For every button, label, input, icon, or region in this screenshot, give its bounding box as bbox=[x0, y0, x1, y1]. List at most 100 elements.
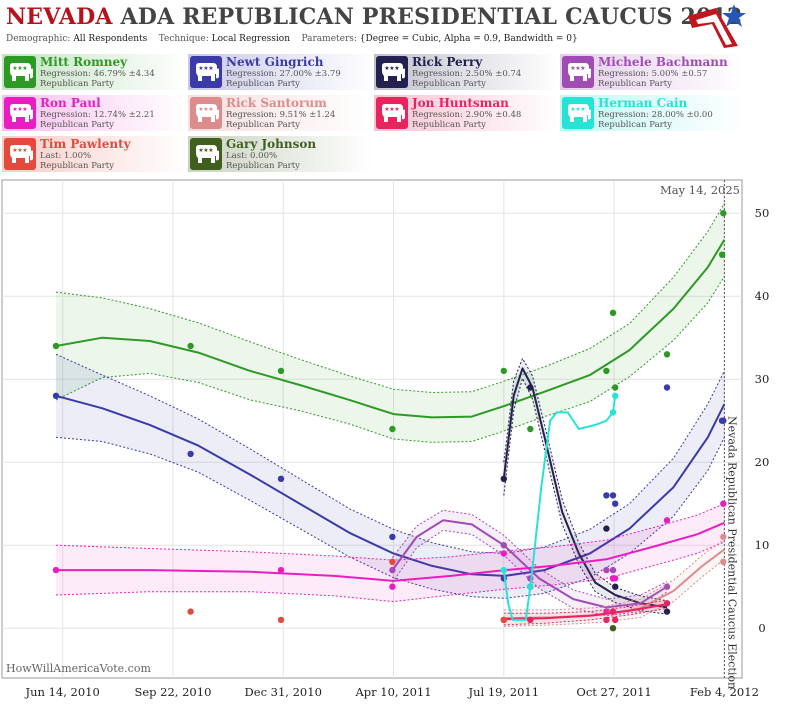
upper-bound-rick-perry bbox=[503, 357, 668, 602]
poll-point-gary-johnson[interactable] bbox=[609, 625, 617, 632]
poll-point-mitt-romney[interactable] bbox=[609, 309, 617, 316]
lower-bound-ron-paul bbox=[55, 541, 725, 603]
poll-point-ron-paul[interactable] bbox=[389, 583, 396, 590]
svg-text:★: ★ bbox=[12, 147, 17, 154]
lower-bound-michele-bachmann bbox=[391, 529, 668, 617]
series-tim-pawlenty bbox=[187, 558, 507, 624]
poll-point-herman-cain[interactable] bbox=[527, 583, 534, 590]
poll-point-rick-perry[interactable] bbox=[500, 475, 507, 482]
poll-point-mitt-romney[interactable] bbox=[52, 342, 60, 350]
svg-text:★: ★ bbox=[384, 65, 389, 72]
trend-line-michele-bachmann[interactable] bbox=[391, 519, 668, 609]
parameters-value[interactable]: {Degree = Cubic, Alpha = 0.9, Bandwidth … bbox=[359, 34, 578, 44]
site-logo[interactable] bbox=[686, 2, 748, 50]
legend-card-herman-cain[interactable]: ★ ★ ★ Herman Cain Regression: 28.00% ±0.00 Re… bbox=[560, 95, 745, 131]
legend-card-michele-bachmann[interactable]: ★ ★ ★ Michele Bachmann Regression: 5.00% ±0.… bbox=[560, 54, 745, 90]
poll-point-newt-gingrich[interactable] bbox=[187, 450, 194, 458]
svg-text:★: ★ bbox=[208, 106, 213, 113]
poll-point-mitt-romney[interactable] bbox=[720, 210, 727, 217]
legend-card-newt-gingrich[interactable]: ★ ★ ★ Newt Gingrich Regression: 27.00% ±3.79… bbox=[188, 54, 373, 90]
poll-point-herman-cain[interactable] bbox=[609, 409, 617, 416]
confidence-band-michele-bachmann bbox=[392, 510, 667, 616]
site-credit[interactable]: HowWillAmericaVote.com bbox=[6, 662, 151, 675]
upper-bound-michele-bachmann bbox=[392, 509, 668, 600]
trend-line-newt-gingrich[interactable] bbox=[55, 394, 726, 577]
poll-point-jon-huntsman[interactable] bbox=[663, 600, 671, 607]
technique-value[interactable]: Local Regression bbox=[211, 34, 291, 44]
poll-point-mitt-romney[interactable] bbox=[718, 251, 726, 258]
trend-line-ron-paul[interactable] bbox=[56, 521, 725, 582]
candidate-party: Republican Party bbox=[40, 120, 114, 130]
candidate-party: Republican Party bbox=[226, 120, 300, 130]
poll-point-ron-paul[interactable] bbox=[277, 566, 285, 574]
trend-line-herman-cain[interactable] bbox=[502, 395, 617, 621]
poll-point-mitt-romney[interactable] bbox=[527, 425, 534, 433]
poll-point-michele-bachmann[interactable] bbox=[389, 566, 396, 574]
legend-card-ron-paul[interactable]: ★ ★ ★ Ron Paul Regression: 12.74% ±2.21 Repub… bbox=[2, 95, 187, 131]
poll-point-newt-gingrich[interactable] bbox=[609, 492, 617, 499]
poll-point-rick-santorum[interactable] bbox=[720, 533, 727, 541]
poll-point-tim-pawlenty[interactable] bbox=[277, 616, 285, 624]
candidate-name: Mitt Romney bbox=[40, 55, 128, 69]
poll-point-rick-perry[interactable] bbox=[663, 608, 671, 615]
lower-bound-newt-gingrich bbox=[55, 436, 725, 599]
legend-card-mitt-romney[interactable]: ★ ★ ★ Mitt Romney Regression: 46.79% ±4.34 Re… bbox=[2, 54, 187, 90]
legend-card-rick-perry[interactable]: ★ ★ ★ Rick Perry Regression: 2.50% ±0.74 Repu… bbox=[374, 54, 559, 90]
poll-point-jon-huntsman[interactable] bbox=[603, 616, 610, 624]
poll-point-ron-paul[interactable] bbox=[663, 517, 671, 524]
poll-point-michele-bachmann[interactable] bbox=[663, 583, 671, 590]
poll-point-rick-perry[interactable] bbox=[612, 583, 619, 590]
poll-point-michele-bachmann[interactable] bbox=[609, 566, 617, 574]
poll-point-michele-bachmann[interactable] bbox=[500, 542, 507, 549]
poll-point-mitt-romney[interactable] bbox=[612, 384, 619, 391]
legend-card-gary-johnson[interactable]: ★ ★ ★ Gary Johnson Last: 0.00% Republican Par… bbox=[188, 136, 373, 172]
poll-point-newt-gingrich[interactable] bbox=[612, 500, 619, 507]
poll-point-newt-gingrich[interactable] bbox=[663, 384, 671, 391]
legend-card-jon-huntsman[interactable]: ★ ★ ★ Jon Huntsman Regression: 2.90% ±0.48 Re… bbox=[374, 95, 559, 131]
poll-point-mitt-romney[interactable] bbox=[277, 367, 285, 375]
poll-point-mitt-romney[interactable] bbox=[663, 351, 671, 358]
poll-point-tim-pawlenty[interactable] bbox=[187, 608, 194, 615]
poll-point-mitt-romney[interactable] bbox=[187, 342, 194, 350]
poll-point-tim-pawlenty[interactable] bbox=[389, 558, 396, 565]
svg-text:★: ★ bbox=[203, 65, 208, 72]
poll-point-mitt-romney[interactable] bbox=[389, 425, 396, 433]
poll-point-ron-paul[interactable] bbox=[720, 500, 727, 507]
poll-point-tim-pawlenty[interactable] bbox=[500, 616, 507, 624]
svg-text:★: ★ bbox=[22, 65, 27, 72]
title-text: ADA REPUBLICAN PRESIDENTIAL CAUCUS 2012 bbox=[120, 4, 743, 30]
svg-text:★: ★ bbox=[575, 65, 580, 72]
legend-card-rick-santorum[interactable]: ★ ★ ★ Rick Santorum Regression: 9.51% ±1.24 R… bbox=[188, 95, 373, 131]
poll-point-herman-cain[interactable] bbox=[500, 566, 507, 574]
poll-point-mitt-romney[interactable] bbox=[603, 367, 610, 375]
poll-point-mitt-romney[interactable] bbox=[500, 367, 507, 375]
poll-point-jon-huntsman[interactable] bbox=[527, 616, 534, 624]
poll-point-newt-gingrich[interactable] bbox=[720, 417, 727, 424]
upper-bound-rick-santorum bbox=[503, 538, 725, 611]
poll-point-ron-paul[interactable] bbox=[52, 566, 60, 574]
poll-point-michele-bachmann[interactable] bbox=[603, 566, 610, 574]
poll-point-newt-gingrich[interactable] bbox=[389, 533, 396, 541]
svg-text:★: ★ bbox=[389, 65, 394, 72]
candidate-name: Ron Paul bbox=[40, 96, 101, 110]
trend-line-rick-perry[interactable] bbox=[502, 367, 668, 609]
elephant-icon: ★ ★ ★ bbox=[376, 56, 408, 88]
chart-area: Jun 14, 2010 Sep 22, 2010 Dec 31, 2010 Apr … bbox=[0, 178, 789, 704]
poll-point-jon-huntsman[interactable] bbox=[612, 616, 619, 624]
poll-point-newt-gingrich[interactable] bbox=[277, 475, 285, 482]
poll-point-rick-santorum[interactable] bbox=[720, 558, 727, 565]
legend-card-tim-pawlenty[interactable]: ★ ★ ★ Tim Pawlenty Last: 1.00% Republican Par… bbox=[2, 136, 187, 172]
poll-point-rick-perry[interactable] bbox=[603, 525, 610, 532]
poll-point-newt-gingrich[interactable] bbox=[603, 492, 610, 499]
poll-point-ron-paul[interactable] bbox=[612, 575, 619, 582]
poll-point-jon-huntsman[interactable] bbox=[609, 608, 617, 615]
trend-line-mitt-romney[interactable] bbox=[55, 239, 726, 419]
candidate-stat: Last: 1.00% bbox=[40, 151, 92, 161]
demographic-value[interactable]: All Respondents bbox=[73, 34, 148, 44]
poll-point-herman-cain[interactable] bbox=[612, 392, 619, 399]
poll-point-rick-perry[interactable] bbox=[527, 384, 534, 391]
poll-point-ron-paul[interactable] bbox=[500, 550, 507, 557]
candidate-party: Republican Party bbox=[412, 79, 486, 89]
candidate-party: Republican Party bbox=[598, 120, 672, 130]
poll-point-newt-gingrich[interactable] bbox=[52, 392, 60, 399]
